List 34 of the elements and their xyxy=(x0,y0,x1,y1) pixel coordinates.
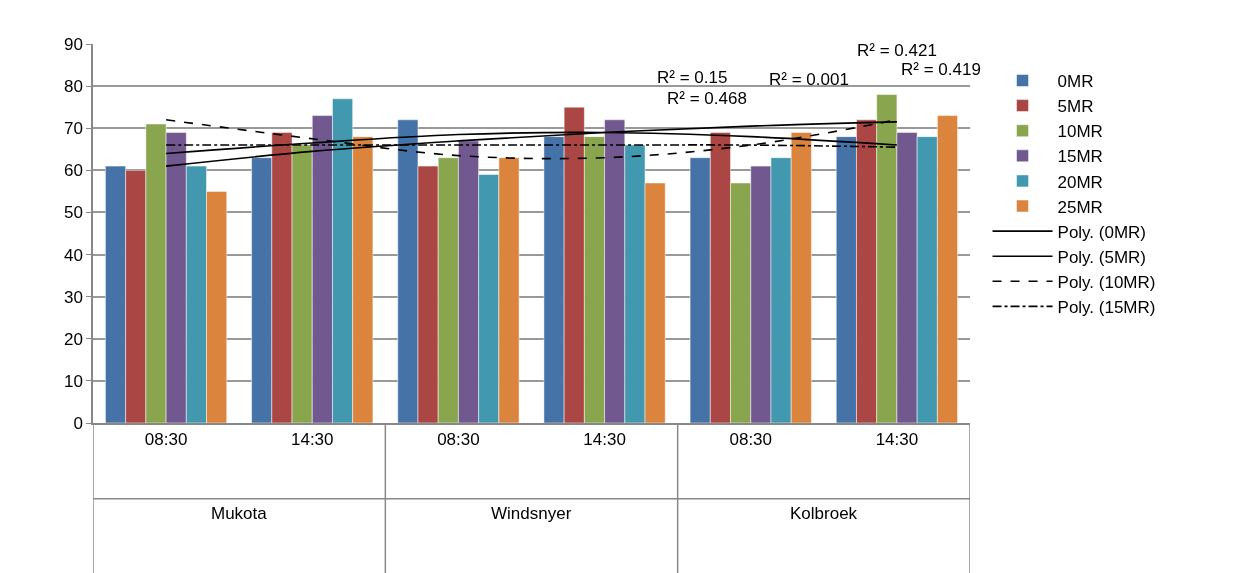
y-tick-label: 50 xyxy=(63,203,83,223)
y-tick-label: 40 xyxy=(63,245,83,265)
x-tick-label: 14:30 xyxy=(875,430,919,450)
legend-label: Poly. (10MR) xyxy=(1057,272,1156,292)
y-tick-label: 0 xyxy=(73,413,83,433)
legend-label: Poly. (15MR) xyxy=(1057,298,1156,318)
legend-label: Poly. (0MR) xyxy=(1057,222,1147,242)
annotation: R² = 0.15 xyxy=(657,68,728,87)
y-tick-label: 70 xyxy=(63,119,83,139)
y-tick-label: 10 xyxy=(63,371,83,391)
legend-label: Poly. (5MR) xyxy=(1057,247,1147,267)
annotation: R² = 0.001 xyxy=(769,70,849,89)
y-tick-label: 90 xyxy=(63,34,83,54)
x-tick-label: 14:30 xyxy=(583,430,626,450)
legend-label: 5MR xyxy=(1057,97,1094,117)
annotation: R² = 0.468 xyxy=(667,89,747,108)
legend-label: 25MR xyxy=(1057,197,1103,217)
x-tick-label: 14:30 xyxy=(290,430,334,450)
y-tick-label: 30 xyxy=(63,287,83,307)
legend-label: 0MR xyxy=(1057,72,1094,92)
annotation: R² = 0.419 xyxy=(901,60,981,79)
legend-label: 10MR xyxy=(1057,122,1103,142)
y-tick-label: 80 xyxy=(63,77,83,97)
y-tick-label: 60 xyxy=(63,161,83,181)
annotation: R² = 0.421 xyxy=(857,41,937,60)
x-tick-label: 08:30 xyxy=(144,430,188,450)
text: Mukota xyxy=(211,504,268,523)
legend-label: 15MR xyxy=(1057,147,1103,167)
x-tick-label: 08:30 xyxy=(437,430,480,450)
text: Windsnyer xyxy=(491,504,572,523)
text: Kolbroek xyxy=(790,504,858,523)
y-tick-label: 20 xyxy=(63,329,83,349)
legend-label: 20MR xyxy=(1057,172,1103,192)
x-tick-label: 08:30 xyxy=(729,430,773,450)
